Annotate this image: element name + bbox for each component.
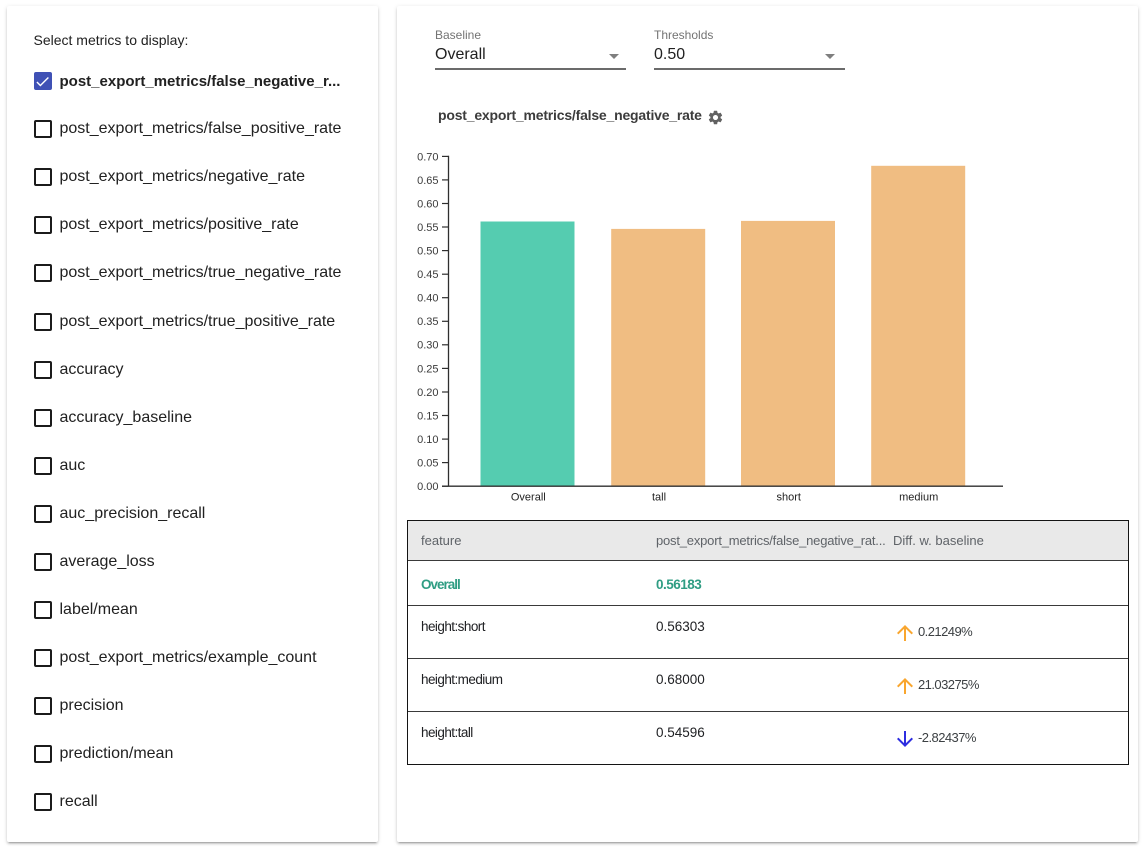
svg-text:0.65: 0.65 <box>417 175 438 187</box>
svg-text:medium: medium <box>899 492 938 504</box>
svg-text:0.20: 0.20 <box>417 387 438 399</box>
svg-text:0.70: 0.70 <box>417 151 438 163</box>
svg-text:0.55: 0.55 <box>417 222 438 234</box>
svg-text:0.15: 0.15 <box>417 410 438 422</box>
svg-text:0.30: 0.30 <box>417 340 438 352</box>
svg-text:0.35: 0.35 <box>417 316 438 328</box>
svg-text:short: short <box>776 492 800 504</box>
svg-text:0.05: 0.05 <box>417 458 438 470</box>
svg-text:Overall: Overall <box>510 492 545 504</box>
svg-text:tall: tall <box>651 492 665 504</box>
svg-text:0.25: 0.25 <box>417 363 438 375</box>
svg-text:0.50: 0.50 <box>417 246 438 258</box>
svg-text:0.00: 0.00 <box>417 481 438 493</box>
svg-text:0.60: 0.60 <box>417 198 438 210</box>
svg-text:0.40: 0.40 <box>417 293 438 305</box>
svg-text:0.10: 0.10 <box>417 434 438 446</box>
svg-text:0.45: 0.45 <box>417 269 438 281</box>
